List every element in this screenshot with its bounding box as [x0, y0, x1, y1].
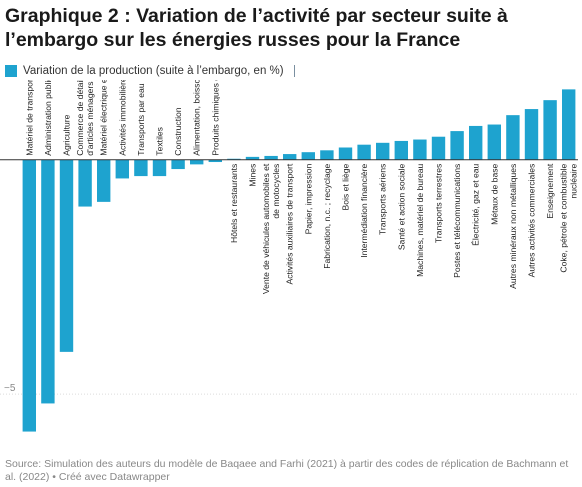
bar [134, 159, 148, 177]
category-label: Commerce de détail et réparationd'articl… [75, 80, 95, 156]
bar [524, 109, 539, 160]
bar [41, 159, 55, 404]
bar [338, 147, 353, 160]
category-label: Alimentation, boissons et tabac [192, 80, 202, 156]
category-label: Activités auxiliaires de transport [285, 163, 295, 284]
bar [301, 152, 315, 160]
category-label: Machines, matériel de bureau [415, 163, 425, 276]
category-label: Hôtels et restaurants [229, 164, 239, 243]
bar [506, 115, 520, 160]
bar [562, 89, 576, 160]
bar [22, 159, 36, 432]
category-label: Construction [173, 107, 183, 155]
category-label: Coke, pétrole et combustiblenucléaire [559, 163, 579, 272]
category-label: Bois et liège [341, 163, 351, 210]
category-label: Textiles [155, 127, 165, 156]
legend-swatch [5, 65, 17, 77]
bar [283, 154, 297, 160]
bar [413, 139, 427, 160]
bar-chart: −5 Matériel de transport Administration pu… [0, 80, 579, 432]
legend: Variation de la production (suite à l’em… [5, 64, 295, 78]
legend-label: Variation de la production (suite à l’em… [23, 65, 284, 77]
category-label: Enseignement [545, 163, 555, 219]
bar [97, 159, 111, 202]
category-label: Matériel électrique et optique [99, 80, 109, 156]
category-label: Postes et télécommunications [452, 164, 462, 278]
category-label: Agriculture [62, 114, 72, 155]
bar [543, 100, 557, 160]
category-label: Autres minéraux non métalliques [508, 164, 518, 289]
category-label: Produits chimiques et plastiques [210, 80, 220, 156]
bar [431, 136, 446, 160]
bar [376, 142, 390, 160]
legend-separator [293, 65, 295, 77]
bar [469, 125, 483, 160]
category-label: Transports par eau [136, 83, 146, 156]
category-label: Fabrication, n.c. ; recyclage [322, 163, 332, 268]
bar [320, 150, 334, 160]
bar [264, 155, 278, 160]
bar [450, 131, 464, 160]
bar [394, 140, 408, 160]
category-label: Métaux de base [489, 163, 499, 224]
chart-title: Graphique 2 : Variation de l’activité pa… [5, 5, 508, 51]
bar [190, 159, 204, 165]
bar [208, 159, 222, 163]
source-note: Source: Simulation des auteurs du modèle… [5, 458, 569, 483]
bar [245, 156, 260, 160]
category-label: Vente de véhicules automobiles etde moto… [261, 163, 281, 294]
bar [59, 159, 74, 352]
bar [357, 144, 371, 160]
category-label: Mines [248, 164, 258, 187]
bar [152, 159, 167, 177]
category-label: Papier, impression [303, 163, 313, 234]
category-label: Santé et action sociale [396, 163, 406, 250]
category-label: Matériel de transport [24, 80, 34, 156]
category-label: Intermédiation financière [359, 163, 369, 257]
bar [115, 159, 129, 179]
category-label: Transports aériens [378, 164, 388, 235]
bar [487, 124, 501, 160]
category-label: Autres activités commerciales [527, 164, 537, 278]
category-label: Administration publique et défense [43, 80, 53, 156]
category-label: Activités immobilières [117, 80, 127, 156]
bar [171, 159, 185, 170]
y-tick-label: −5 [4, 383, 16, 394]
bar [78, 159, 92, 207]
category-label: Transports terrestres [434, 164, 444, 243]
category-label: Électricité, gaz et eau [471, 163, 481, 245]
